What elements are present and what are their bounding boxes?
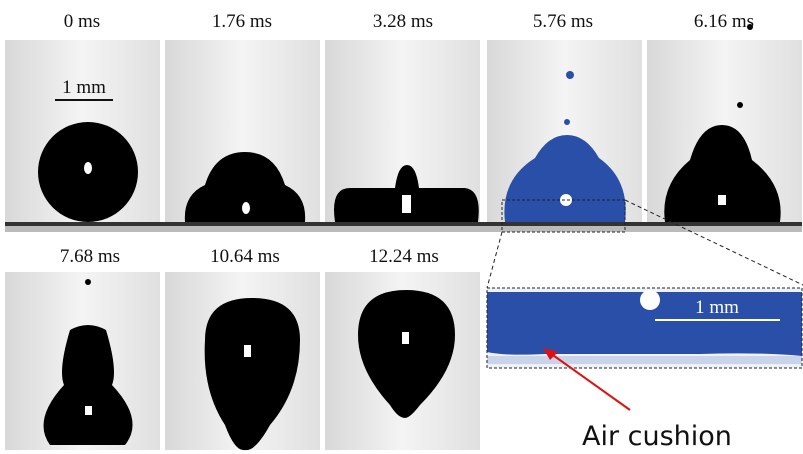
inset-scale-bar-label: 1 mm bbox=[695, 297, 739, 318]
top-row-images bbox=[5, 24, 802, 232]
frame-label: 1.76 ms bbox=[212, 11, 272, 32]
frame-label: 7.68 ms bbox=[60, 246, 120, 267]
frame-label: 3.28 ms bbox=[373, 11, 433, 32]
frame-label: 0 ms bbox=[64, 11, 100, 32]
scale-bar-label: 1 mm bbox=[62, 77, 106, 98]
frame-label: 12.24 ms bbox=[369, 246, 439, 267]
bottom-row-images bbox=[5, 272, 480, 450]
annotation: Air cushion bbox=[582, 421, 732, 452]
frame-label: 6.16 ms bbox=[694, 11, 754, 32]
frame-label: 5.76 ms bbox=[533, 11, 593, 32]
figure: 0 ms 1.76 ms 3.28 ms 5.76 ms 6.16 ms 7.6… bbox=[0, 0, 803, 454]
frame-label: 10.64 ms bbox=[210, 246, 280, 267]
